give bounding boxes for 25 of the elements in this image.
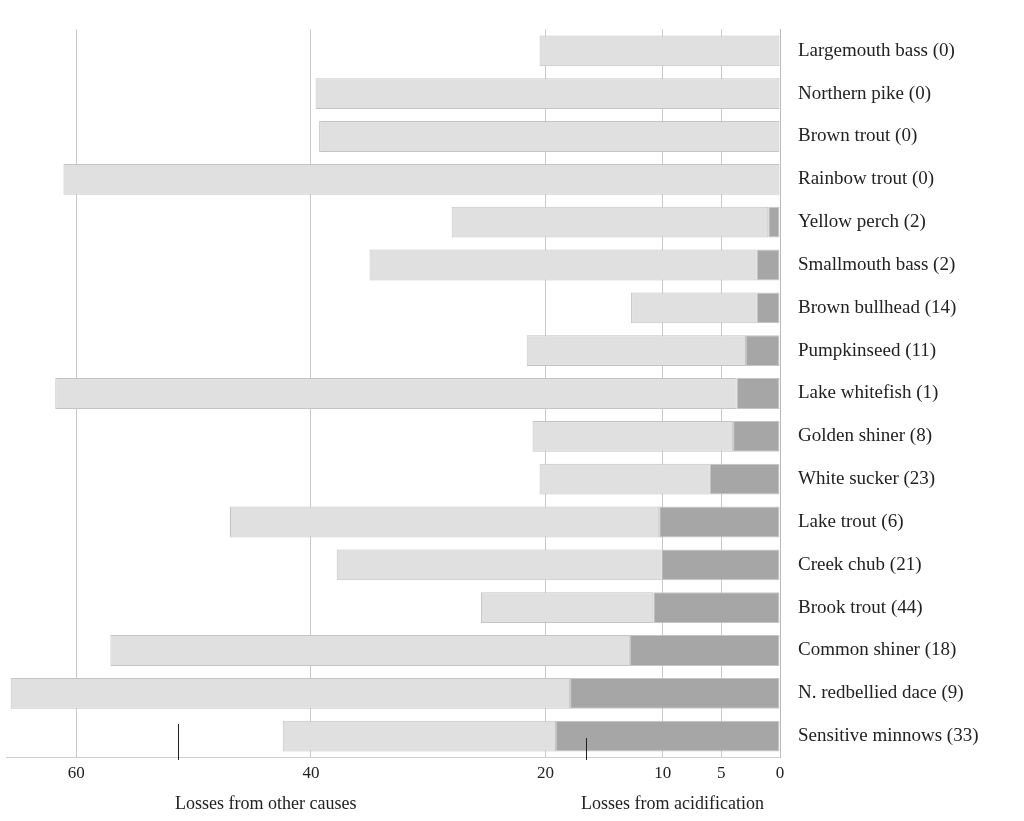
y-tick-label: Sensitive minnows (33) xyxy=(798,724,979,747)
y-tick-label: White sucker (23) xyxy=(798,467,936,490)
y-tick-label: Northern pike (0) xyxy=(798,81,931,104)
y-tick-label: Golden shiner (8) xyxy=(798,424,933,447)
text: Losses from other causes xyxy=(175,793,357,814)
y-tick-label: Smallmouth bass (2) xyxy=(798,252,956,275)
x-tick-label: 40 xyxy=(302,763,320,783)
y-tick-label: Lake whitefish (1) xyxy=(798,381,939,404)
y-tick-label: Brown trout (0) xyxy=(798,124,918,147)
y-tick-label: N. redbellied dace (9) xyxy=(798,681,964,704)
x-tick-label: 60 xyxy=(67,763,85,783)
y-tick-label: Rainbow trout (0) xyxy=(798,167,935,190)
text: Losses from acidification xyxy=(581,793,764,814)
y-tick-label: Yellow perch (2) xyxy=(798,210,926,233)
y-tick-label: Brook trout (44) xyxy=(798,595,923,618)
x-tick-label: 5 xyxy=(717,763,726,783)
y-tick-label: Brown bullhead (14) xyxy=(798,295,957,318)
x-tick-label: 10 xyxy=(654,763,672,783)
y-tick-label: Lake trout (6) xyxy=(798,509,904,532)
x-tick-label: 20 xyxy=(536,763,554,783)
y-tick-label: Creek chub (21) xyxy=(798,552,922,575)
y-tick-label: Largemouth bass (0) xyxy=(798,38,955,61)
y-tick-label: Pumpkinseed (11) xyxy=(798,338,937,361)
y-tick-label: Common shiner (18) xyxy=(798,638,957,661)
x-tick-label: 0 xyxy=(775,763,785,783)
